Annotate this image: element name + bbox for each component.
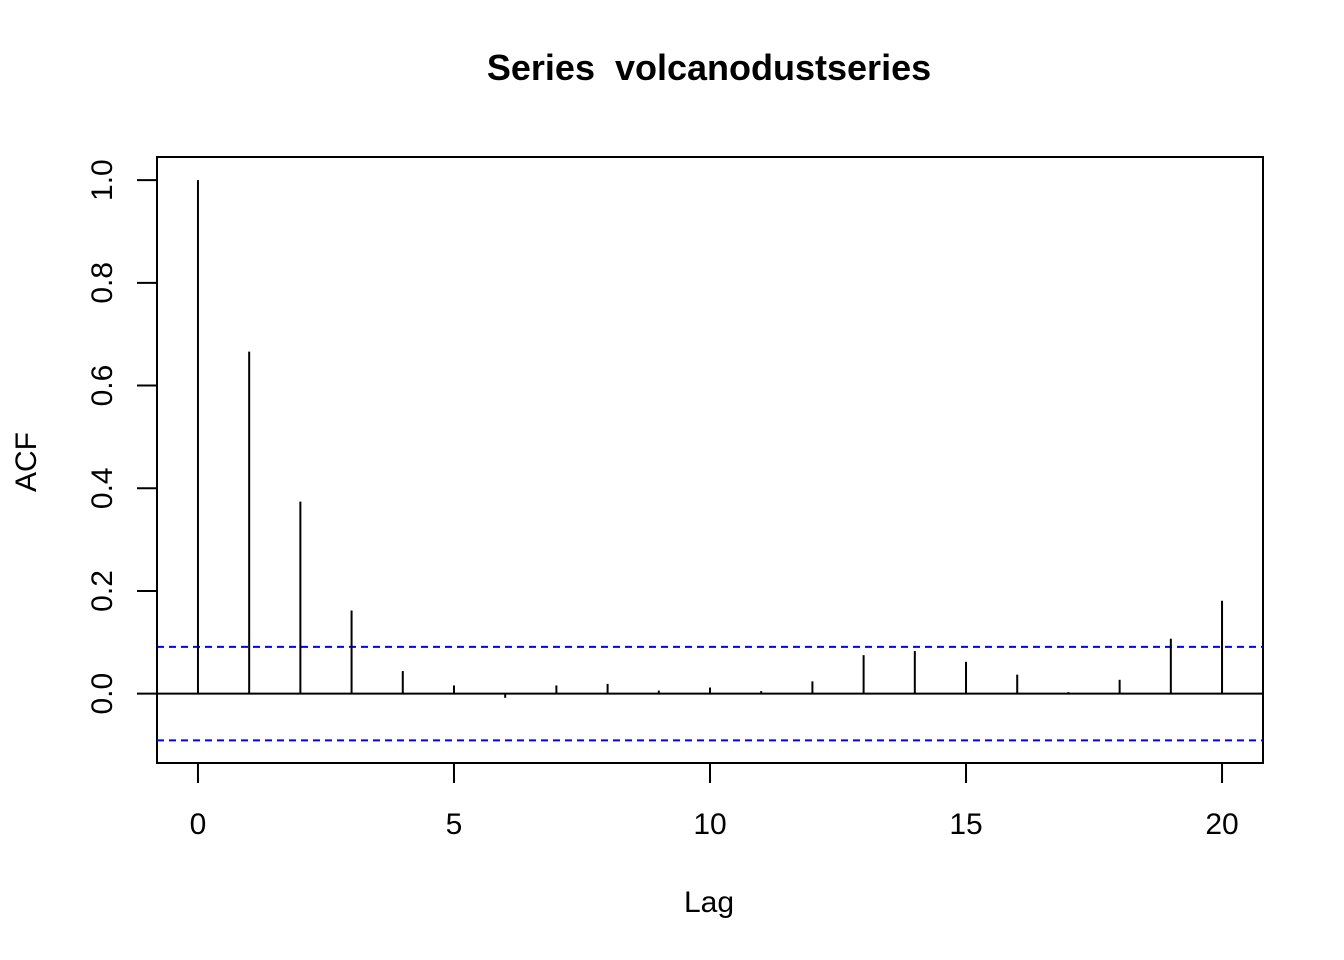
x-axis-label: Lag <box>684 886 734 919</box>
chart-title: Series volcanodustseries <box>487 47 931 88</box>
x-tick-label: 20 <box>1205 808 1238 841</box>
x-tick-label: 10 <box>693 808 726 841</box>
y-tick-label: 0.2 <box>86 570 119 612</box>
y-axis: 0.0 0.2 0.4 0.6 0.8 1.0 <box>86 159 158 715</box>
x-axis: 0 5 10 15 20 <box>190 762 1239 841</box>
y-tick-label: 0.4 <box>86 467 119 509</box>
plot-frame <box>156 156 1264 764</box>
y-tick-label: 0.6 <box>86 365 119 407</box>
plot-marks <box>157 180 1263 742</box>
x-tick-label: 5 <box>446 808 463 841</box>
y-tick-label: 1.0 <box>86 159 119 201</box>
x-tick-label: 15 <box>949 808 982 841</box>
y-tick-label: 0.8 <box>86 262 119 304</box>
x-tick-label: 0 <box>190 808 207 841</box>
y-axis-label: ACF <box>10 432 43 492</box>
y-tick-label: 0.0 <box>86 673 119 715</box>
